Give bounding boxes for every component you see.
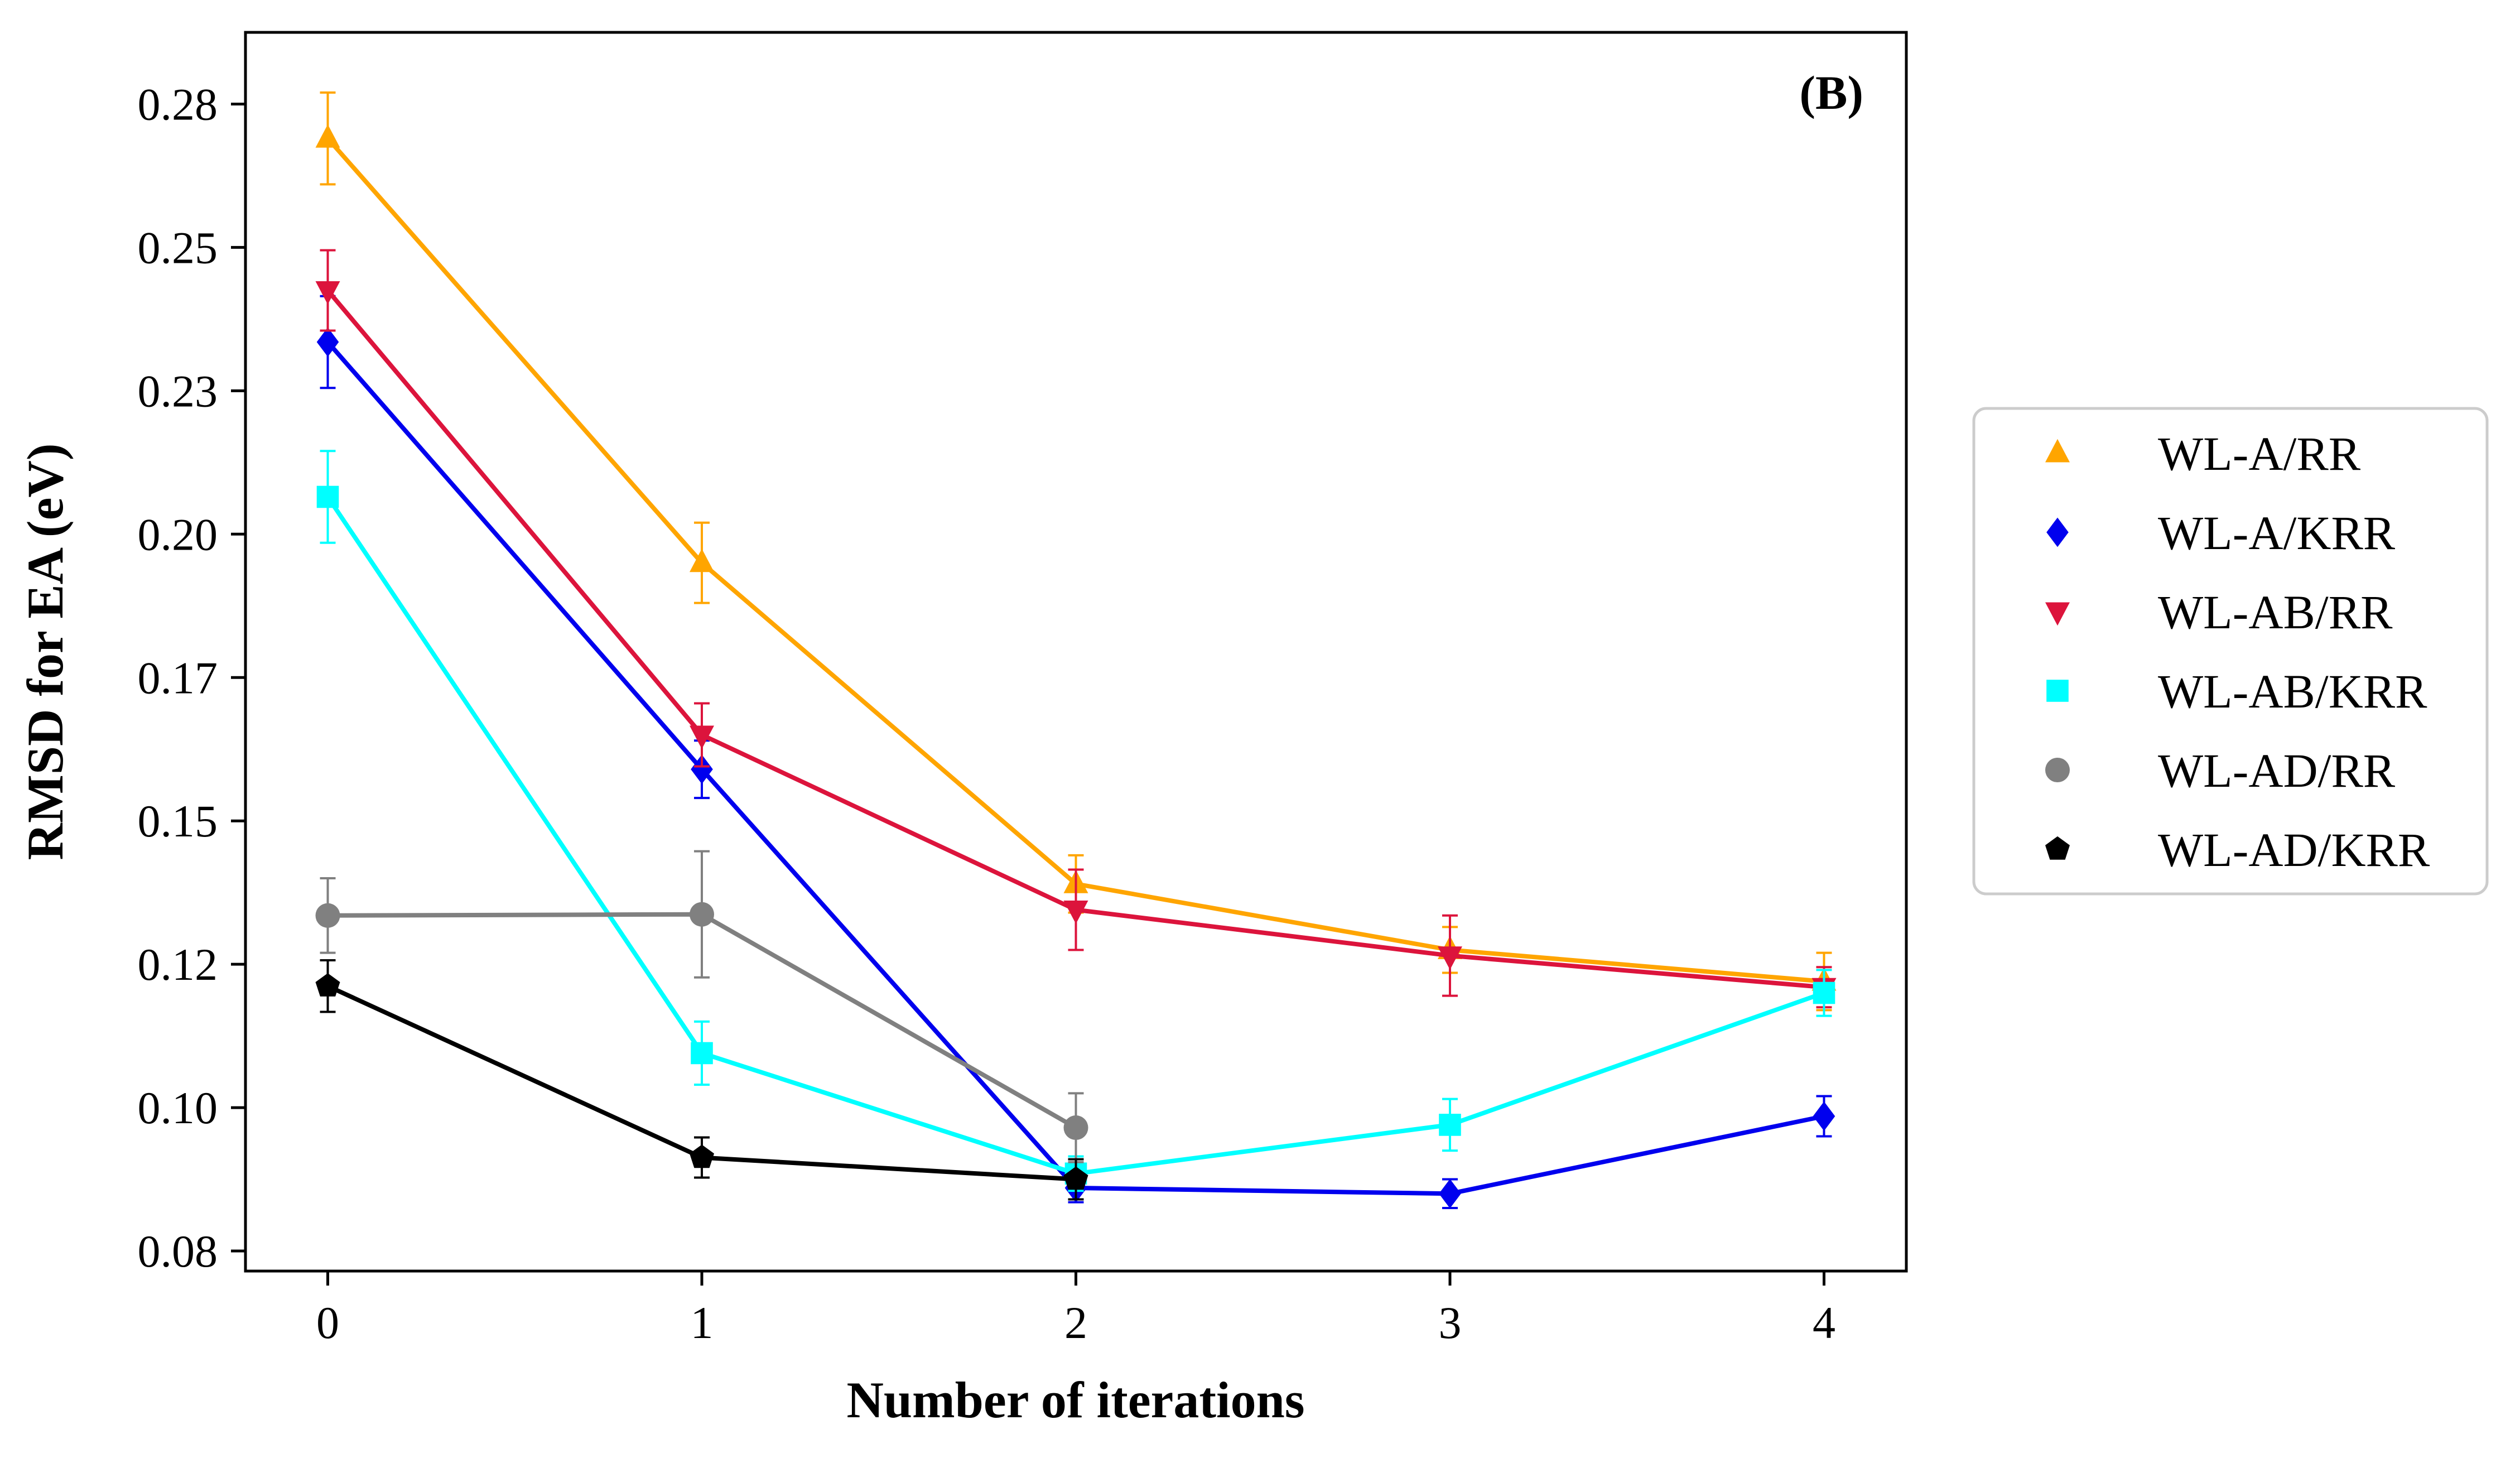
- data-point-wl-ab-krr: [1439, 1114, 1461, 1136]
- data-point-wl-a-krr: [1813, 1101, 1835, 1131]
- legend-marker: [2045, 439, 2070, 463]
- y-tick-label: 0.08: [138, 1226, 218, 1277]
- x-tick-label: 0: [316, 1297, 339, 1348]
- series-wl-ad-krr: [315, 959, 1088, 1201]
- data-point-wl-ab-rr: [315, 281, 340, 305]
- legend-entry-wl-ab-krr: WL-AB/KRR: [2046, 665, 2427, 718]
- legend-marker: [2045, 836, 2070, 860]
- y-tick-label: 0.15: [138, 796, 218, 846]
- x-axis-title: Number of iterations: [846, 1371, 1304, 1428]
- data-point-wl-ad-krr: [1063, 1166, 1088, 1190]
- data-point-wl-ad-rr: [315, 903, 340, 928]
- legend-entry-wl-ad-rr: WL-AD/RR: [2045, 744, 2396, 797]
- legend-label: WL-A/RR: [2158, 427, 2361, 480]
- legend-entry-wl-a-rr: WL-A/RR: [2045, 427, 2361, 480]
- y-tick-label: 0.20: [138, 509, 218, 560]
- data-point-wl-ad-krr: [315, 973, 340, 997]
- legend-marker: [2046, 517, 2069, 547]
- x-tick-label: 3: [1438, 1297, 1461, 1348]
- panel-label: (B): [1799, 66, 1863, 119]
- y-tick-label: 0.12: [138, 939, 218, 990]
- data-point-wl-ad-krr: [690, 1144, 714, 1168]
- y-axis: 0.08 0.10 0.12 0.15 0.17 0.20 0.23 0.25 0.28: [138, 79, 245, 1277]
- series-layer: [315, 91, 1837, 1209]
- y-tick-label: 0.10: [138, 1082, 218, 1133]
- legend-label: WL-AD/KRR: [2158, 823, 2430, 877]
- x-tick-label: 1: [691, 1297, 714, 1348]
- legend-entry-wl-a-krr: WL-A/KRR: [2046, 506, 2396, 560]
- y-tick-label: 0.17: [138, 652, 218, 703]
- data-point-wl-a-krr: [691, 754, 713, 785]
- legend-entries: WL-A/RR WL-A/KRR WL-AB/RR WL-AB/KRR WL-AD/RR…: [2045, 427, 2430, 877]
- legend-marker: [2045, 758, 2070, 782]
- data-point-wl-ab-rr: [690, 725, 715, 749]
- data-point-wl-ab-krr: [316, 485, 339, 508]
- legend-box: [1972, 407, 2489, 896]
- x-axis: 0 1 2 3 4: [316, 1271, 1835, 1348]
- series-wl-ad-rr: [315, 850, 1088, 1163]
- legend-entry-wl-ad-krr: WL-AD/KRR: [2045, 823, 2430, 877]
- data-point-wl-a-rr: [315, 124, 340, 148]
- data-point-wl-ab-krr: [1813, 981, 1835, 1004]
- data-point-wl-ab-krr: [691, 1042, 713, 1065]
- y-tick-label: 0.28: [138, 79, 218, 129]
- x-tick-label: 4: [1813, 1297, 1835, 1348]
- y-tick-label: 0.23: [138, 365, 218, 416]
- data-point-wl-ad-rr: [690, 902, 715, 927]
- data-point-wl-a-rr: [690, 548, 715, 572]
- legend-label: WL-A/KRR: [2158, 506, 2396, 560]
- legend-marker: [2045, 602, 2070, 626]
- data-point-wl-a-krr: [1439, 1178, 1461, 1209]
- legend-label: WL-AB/KRR: [2158, 665, 2427, 718]
- y-tick-label: 0.25: [138, 222, 218, 273]
- x-tick-label: 2: [1064, 1297, 1087, 1348]
- legend-label: WL-AD/RR: [2158, 744, 2396, 797]
- data-point-wl-ad-rr: [1063, 1115, 1088, 1140]
- data-point-wl-a-krr: [316, 327, 339, 357]
- legend-marker: [2046, 680, 2069, 702]
- legend-label: WL-AB/RR: [2158, 585, 2393, 639]
- data-point-wl-ab-rr: [1437, 946, 1462, 970]
- y-axis-title: RMSD for EA (eV): [17, 444, 74, 860]
- legend-entry-wl-ab-rr: WL-AB/RR: [2045, 585, 2393, 639]
- data-point-wl-ab-rr: [1063, 901, 1088, 924]
- legend: WL-A/RR WL-A/KRR WL-AB/RR WL-AB/KRR WL-AD/RR…: [1972, 407, 2489, 896]
